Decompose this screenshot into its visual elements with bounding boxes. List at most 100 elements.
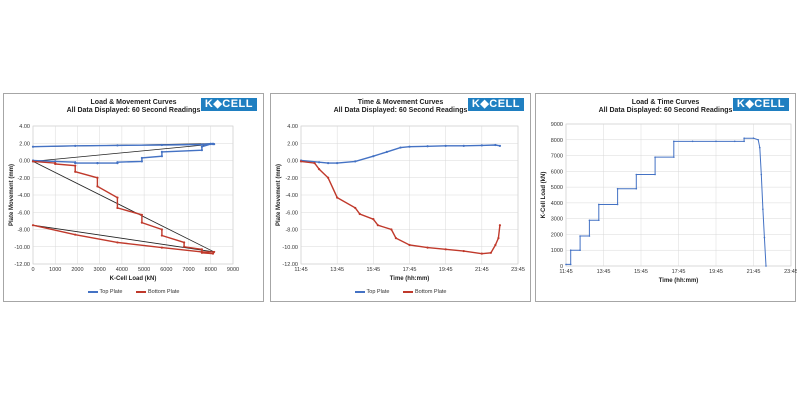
data-point	[408, 145, 411, 148]
data-point	[480, 144, 483, 147]
y-tick-label: 4.00	[287, 124, 298, 130]
data-point	[762, 208, 764, 210]
y-tick-label: 0	[560, 264, 563, 270]
data-point	[116, 241, 119, 244]
chart-title: Time & Movement Curves	[357, 99, 444, 106]
data-point	[140, 221, 143, 224]
y-tick-label: 0.00	[287, 159, 298, 165]
data-point	[758, 146, 761, 149]
data-point	[588, 219, 591, 222]
chart-load-time: 11:45 13:45 15:45 17:45 19:45 21:45 23:45 9000 8…	[541, 122, 797, 284]
plot-area: 11:45 13:45 15:45 17:45 19:45 21:45 23:45 4.00 2…	[276, 124, 525, 282]
data-point	[579, 235, 581, 237]
data-point	[494, 243, 497, 247]
legend-label: Top Plate	[366, 289, 390, 295]
y-tick-label: -8.00	[285, 228, 298, 234]
data-point	[54, 162, 57, 166]
y-axis-label: Plate Movement (mm)	[9, 164, 15, 226]
data-point	[74, 170, 77, 173]
data-point	[160, 234, 163, 237]
x-tick-label: 8000	[205, 267, 217, 273]
chart-panel-load-movement: Load & Movement Curves All Data Displaye…	[3, 93, 264, 302]
y-tick-label: -4.00	[285, 193, 298, 199]
data-point	[116, 196, 119, 199]
x-tick-label: 17:45	[403, 267, 417, 273]
y-axis-label: Plate Movement (mm)	[276, 164, 282, 226]
data-point	[673, 156, 675, 158]
data-point	[480, 252, 483, 255]
data-point	[385, 150, 388, 153]
series-line-1	[300, 160, 501, 255]
chart-legend: Top Plate Bottom Plate	[271, 289, 530, 295]
chart-title: Load & Time Curves	[631, 99, 700, 106]
legend-label: Bottom Plate	[414, 289, 447, 295]
data-point	[54, 160, 57, 163]
data-point	[376, 224, 379, 227]
data-point	[213, 250, 216, 254]
data-point	[763, 236, 766, 239]
data-point	[616, 203, 619, 206]
data-point	[96, 185, 99, 188]
data-point	[752, 137, 755, 139]
data-point	[209, 143, 212, 146]
x-tick-label: 11:45	[559, 269, 572, 275]
data-point	[390, 228, 393, 231]
x-tick-label: 7000	[182, 267, 194, 273]
x-tick-label: 11:45	[294, 267, 307, 273]
data-point	[426, 246, 429, 249]
data-point	[635, 187, 638, 190]
data-point	[336, 196, 339, 199]
data-point	[327, 176, 330, 179]
x-tick-label: 1000	[49, 267, 61, 273]
data-point	[497, 237, 500, 240]
data-point	[116, 161, 119, 165]
data-point	[31, 224, 35, 227]
y-tick-label: 2.00	[19, 141, 30, 147]
data-point	[160, 150, 163, 153]
chart-load-movement: 0 1000 2000 3000 4000 5000 6000 7000 8000 9000 4.0…	[9, 124, 239, 282]
data-point	[74, 233, 77, 236]
data-point	[211, 252, 215, 255]
legend-label: Top Plate	[99, 289, 123, 295]
x-tick-label: 23:45	[784, 269, 797, 275]
data-point	[31, 145, 35, 148]
y-tick-label: -6.00	[285, 210, 298, 216]
y-axis-label: K-Cell Load (kN)	[541, 172, 547, 219]
data-point	[31, 160, 35, 163]
data-point	[96, 161, 99, 165]
data-point	[96, 176, 99, 179]
x-tick-label: 15:45	[366, 267, 380, 273]
data-point	[444, 144, 447, 147]
data-point	[673, 140, 675, 143]
data-point	[489, 251, 492, 254]
x-tick-label: 0	[31, 267, 34, 273]
x-tick-label: 4000	[116, 267, 128, 273]
data-point	[565, 263, 567, 266]
y-tick-label: 8000	[551, 138, 563, 144]
chart-panel-time-movement: Time & Movement Curves All Data Displaye…	[270, 93, 531, 302]
x-tick-label: 15:45	[634, 269, 648, 275]
x-tick-label: 5000	[138, 267, 150, 273]
data-point	[354, 206, 357, 210]
data-point	[635, 173, 638, 176]
data-point	[598, 219, 600, 222]
data-point	[354, 160, 357, 163]
x-axis-label: Time (hh:mm)	[390, 276, 430, 282]
data-point	[743, 137, 745, 139]
kcell-logo: K◆CELL	[200, 98, 257, 111]
connector-line	[32, 161, 215, 253]
y-tick-label: 4000	[551, 201, 563, 207]
y-tick-label: 0.00	[19, 159, 30, 165]
data-point	[74, 164, 77, 167]
data-point	[317, 161, 321, 164]
data-point	[654, 156, 656, 158]
y-tick-label: 2.00	[287, 141, 298, 147]
x-tick-label: 19:45	[709, 269, 723, 275]
data-point	[569, 249, 572, 252]
data-point	[444, 248, 447, 251]
data-point	[160, 228, 163, 231]
y-tick-label: -10.00	[14, 245, 30, 251]
data-point	[160, 143, 163, 147]
data-point	[715, 140, 717, 143]
data-point	[757, 138, 759, 141]
